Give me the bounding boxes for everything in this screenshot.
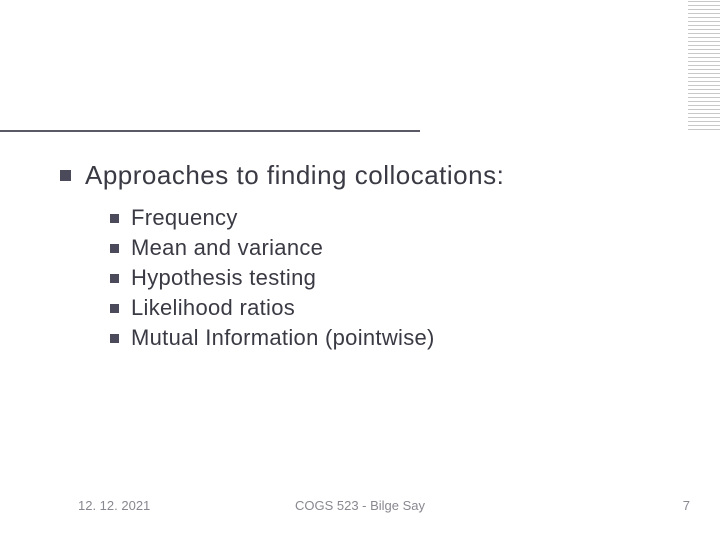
list-item-label: Mean and variance	[131, 235, 323, 261]
sub-list: Frequency Mean and variance Hypothesis t…	[110, 205, 680, 351]
footer-page-number: 7	[683, 498, 690, 513]
divider-line	[0, 130, 420, 132]
square-bullet-icon	[110, 274, 119, 283]
list-item-label: Hypothesis testing	[131, 265, 316, 291]
main-heading: Approaches to finding collocations:	[85, 160, 504, 191]
square-bullet-icon	[110, 334, 119, 343]
square-bullet-icon	[110, 214, 119, 223]
decorative-hatch	[688, 0, 720, 130]
content-area: Approaches to finding collocations: Freq…	[60, 160, 680, 355]
list-item-label: Likelihood ratios	[131, 295, 295, 321]
footer-date: 12. 12. 2021	[78, 498, 150, 513]
list-item: Mean and variance	[110, 235, 680, 261]
list-item: Hypothesis testing	[110, 265, 680, 291]
list-item-label: Mutual Information (pointwise)	[131, 325, 435, 351]
square-bullet-icon	[60, 170, 71, 181]
square-bullet-icon	[110, 244, 119, 253]
list-item: Frequency	[110, 205, 680, 231]
square-bullet-icon	[110, 304, 119, 313]
footer: 12. 12. 2021 COGS 523 - Bilge Say 7	[0, 498, 720, 518]
main-bullet-item: Approaches to finding collocations:	[60, 160, 680, 191]
list-item: Likelihood ratios	[110, 295, 680, 321]
footer-course: COGS 523 - Bilge Say	[295, 498, 425, 513]
slide: Approaches to finding collocations: Freq…	[0, 0, 720, 540]
list-item-label: Frequency	[131, 205, 238, 231]
list-item: Mutual Information (pointwise)	[110, 325, 680, 351]
